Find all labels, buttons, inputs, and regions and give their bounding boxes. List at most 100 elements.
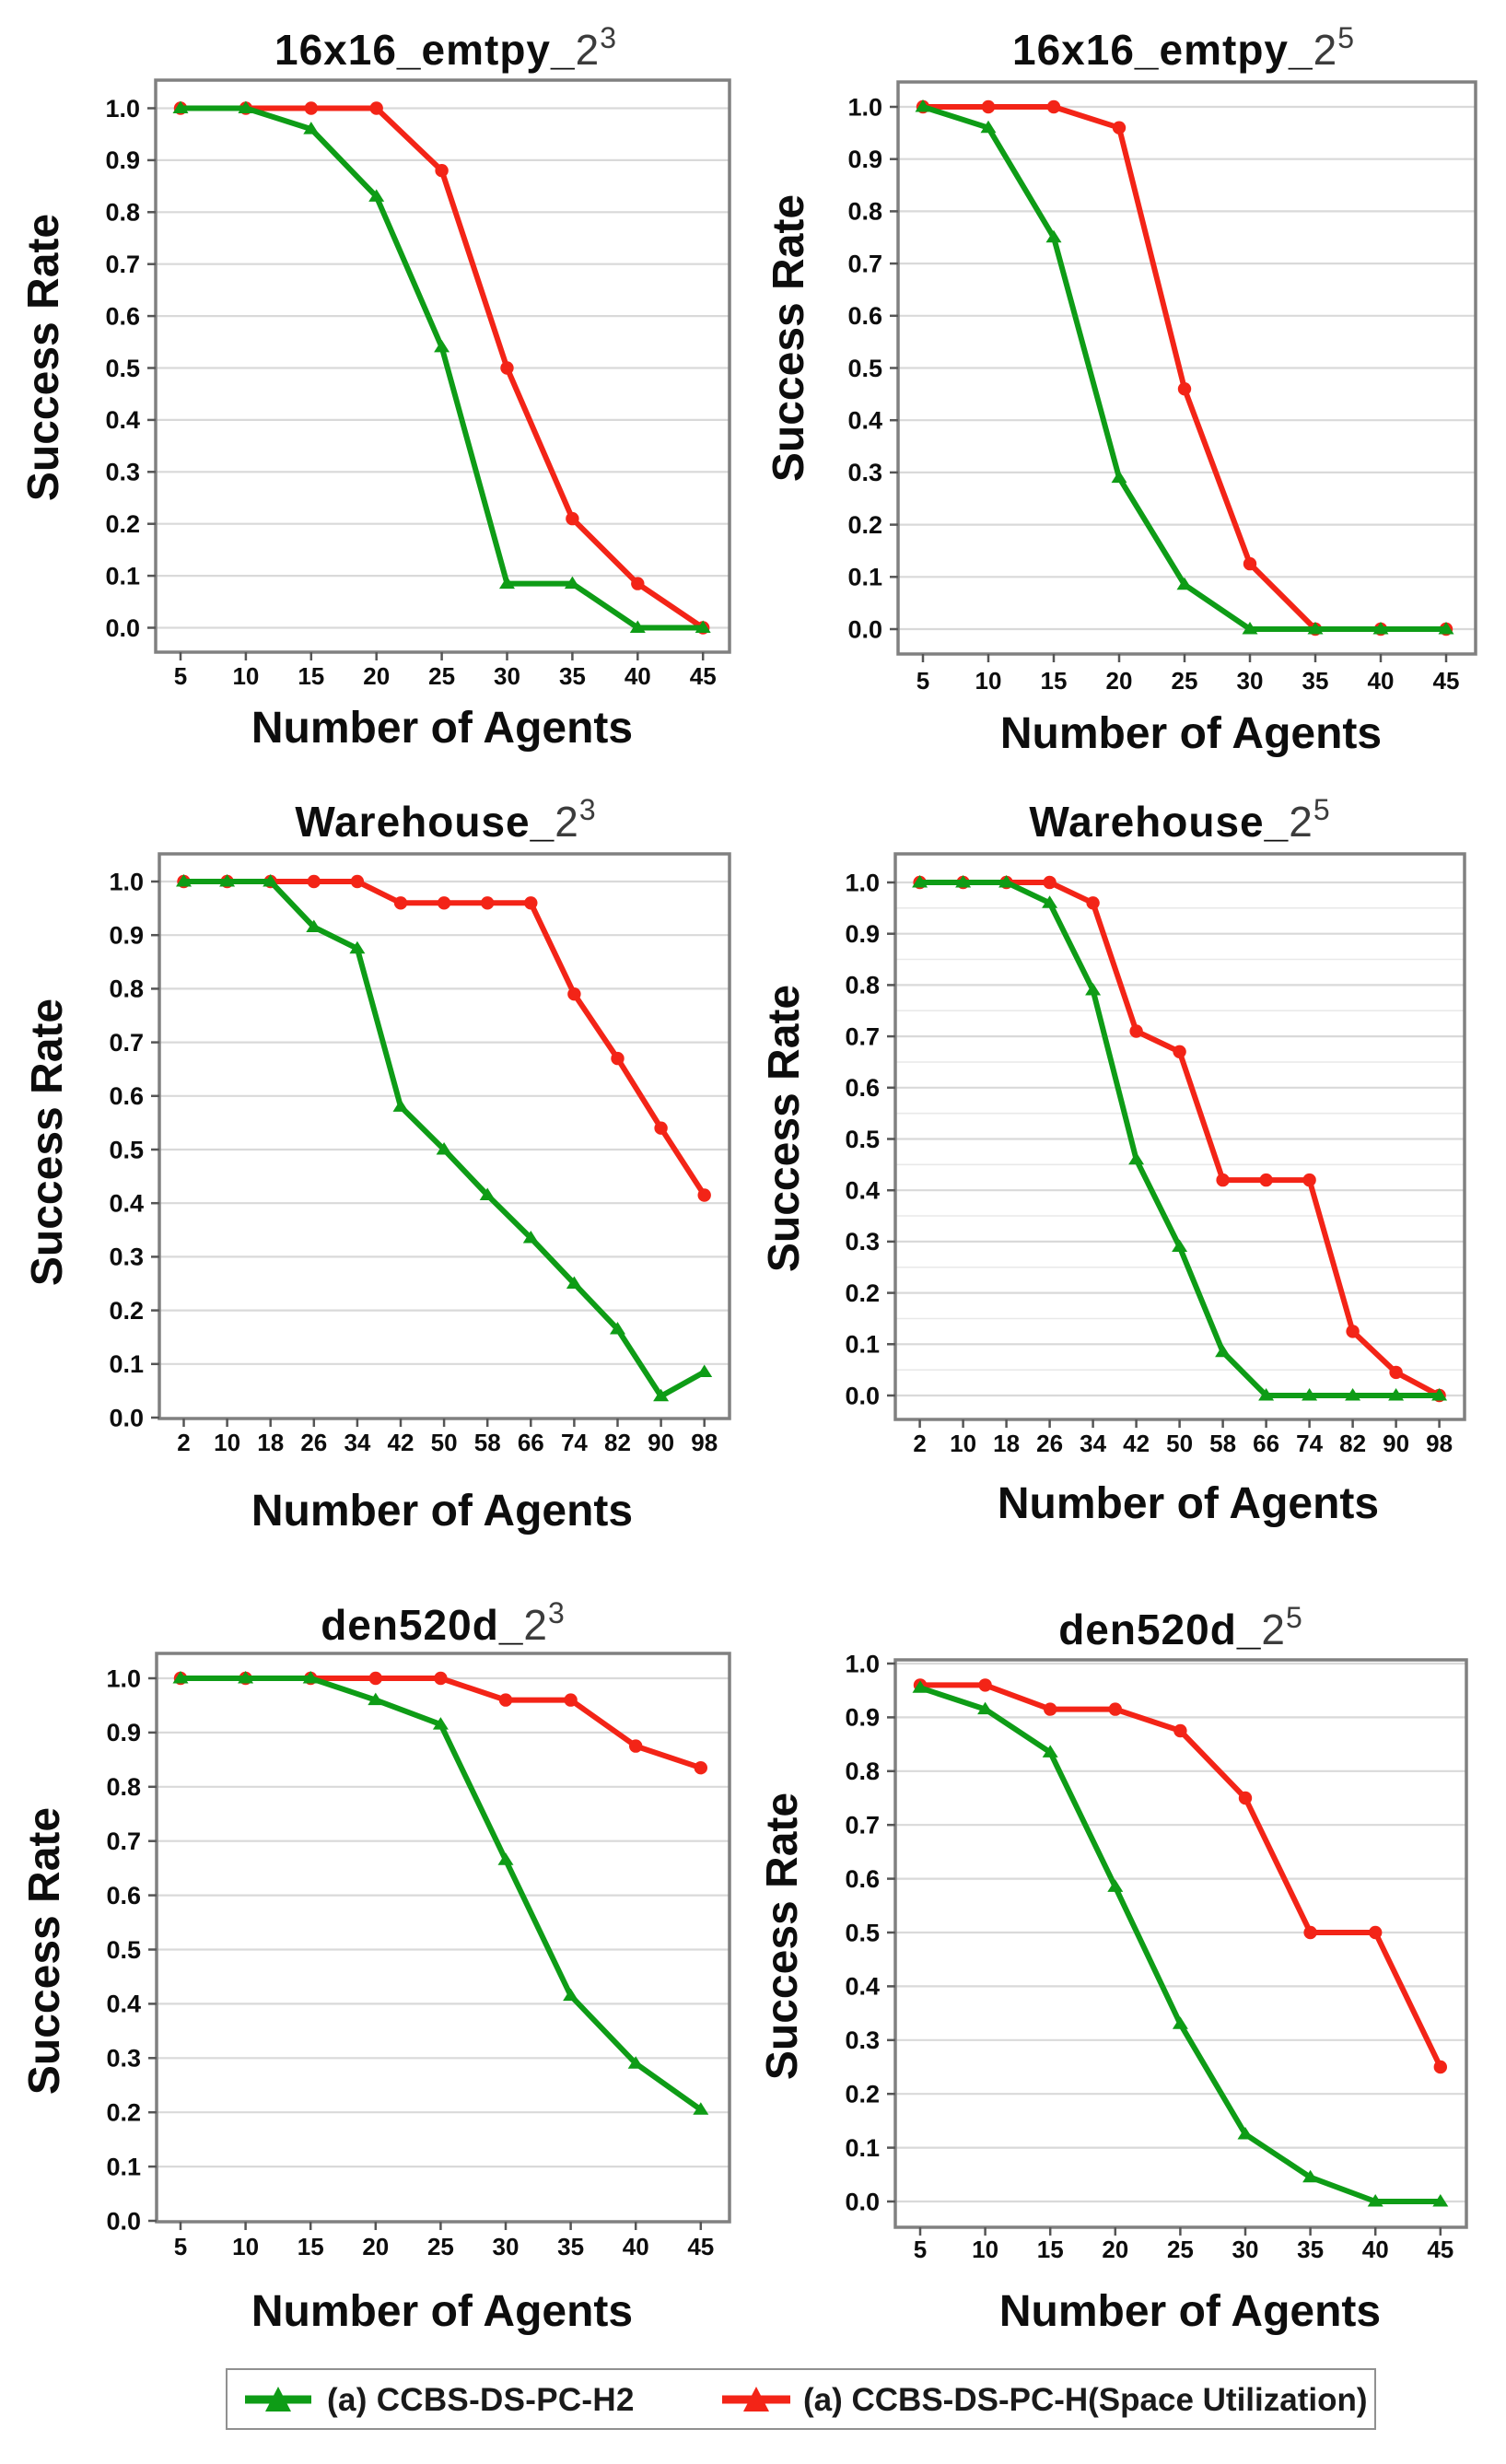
svg-text:15: 15: [298, 2233, 324, 2260]
svg-text:0.5: 0.5: [109, 1136, 144, 1163]
svg-text:Number of Agents: Number of Agents: [998, 1479, 1379, 1528]
svg-text:Number of Agents: Number of Agents: [1000, 709, 1382, 758]
svg-text:0.9: 0.9: [106, 1719, 141, 1746]
svg-text:5: 5: [174, 662, 187, 690]
svg-text:0.8: 0.8: [845, 972, 880, 999]
svg-text:90: 90: [1383, 1430, 1409, 1457]
svg-text:35: 35: [557, 2233, 584, 2260]
svg-text:0.8: 0.8: [847, 198, 882, 226]
svg-text:10: 10: [975, 667, 1002, 695]
svg-text:10: 10: [972, 2236, 998, 2263]
svg-text:Success Rate: Success Rate: [758, 1793, 807, 2080]
svg-text:0.2: 0.2: [847, 511, 882, 539]
svg-text:0.7: 0.7: [105, 251, 140, 278]
svg-text:Success Rate: Success Rate: [23, 998, 72, 1286]
svg-text:Warehouse_23: Warehouse_23: [295, 793, 596, 846]
svg-text:5: 5: [174, 2233, 187, 2260]
svg-text:50: 50: [1166, 1430, 1193, 1457]
svg-text:Number of Agents: Number of Agents: [251, 704, 633, 753]
svg-text:0.3: 0.3: [106, 2045, 141, 2073]
svg-text:74: 74: [1296, 1430, 1323, 1457]
svg-text:90: 90: [648, 1429, 674, 1456]
svg-text:den520d_25: den520d_25: [1058, 1601, 1303, 1653]
svg-text:16x16_emtpy_25: 16x16_emtpy_25: [1012, 21, 1355, 74]
svg-text:1.0: 1.0: [109, 868, 144, 895]
svg-text:40: 40: [1368, 667, 1395, 695]
svg-text:26: 26: [1036, 1430, 1063, 1457]
svg-text:0.6: 0.6: [109, 1082, 144, 1110]
svg-text:25: 25: [427, 2233, 454, 2260]
svg-text:16x16_emtpy_23: 16x16_emtpy_23: [274, 21, 617, 74]
svg-text:20: 20: [1106, 667, 1133, 695]
svg-text:0.5: 0.5: [105, 355, 140, 382]
svg-text:0.0: 0.0: [105, 614, 140, 642]
svg-text:0.4: 0.4: [845, 1973, 880, 2001]
svg-text:40: 40: [625, 662, 651, 690]
svg-text:Success Rate: Success Rate: [765, 194, 813, 482]
svg-text:(a) CCBS-DS-PC-H2: (a) CCBS-DS-PC-H2: [327, 2382, 635, 2418]
svg-text:34: 34: [1080, 1430, 1106, 1457]
svg-text:Number of Agents: Number of Agents: [251, 2287, 633, 2336]
svg-text:15: 15: [1037, 2236, 1064, 2263]
svg-text:0.4: 0.4: [105, 406, 140, 434]
svg-text:0.8: 0.8: [109, 975, 144, 1003]
svg-text:82: 82: [1339, 1430, 1366, 1457]
svg-text:1.0: 1.0: [847, 93, 882, 121]
svg-text:98: 98: [1426, 1430, 1453, 1457]
svg-text:0.3: 0.3: [845, 1228, 880, 1255]
svg-text:35: 35: [559, 662, 586, 690]
svg-text:20: 20: [363, 662, 390, 690]
svg-text:Success Rate: Success Rate: [20, 1807, 69, 2095]
svg-text:0.5: 0.5: [106, 1936, 141, 1964]
svg-text:0.2: 0.2: [845, 2081, 880, 2108]
svg-text:25: 25: [428, 662, 455, 690]
svg-text:42: 42: [1123, 1430, 1150, 1457]
svg-text:0.4: 0.4: [845, 1177, 880, 1205]
svg-text:30: 30: [1237, 667, 1264, 695]
svg-text:25: 25: [1167, 2236, 1194, 2263]
svg-text:0.6: 0.6: [106, 1882, 141, 1909]
svg-text:0.9: 0.9: [105, 146, 140, 174]
svg-text:den520d_23: den520d_23: [321, 1596, 566, 1649]
svg-text:15: 15: [1041, 667, 1068, 695]
svg-text:Success Rate: Success Rate: [760, 985, 809, 1272]
svg-text:0.8: 0.8: [106, 1773, 141, 1801]
svg-text:0.7: 0.7: [847, 250, 882, 277]
svg-text:1.0: 1.0: [845, 869, 880, 896]
svg-text:26: 26: [300, 1429, 327, 1456]
svg-text:35: 35: [1297, 2236, 1324, 2263]
svg-text:0.2: 0.2: [109, 1297, 144, 1325]
svg-text:18: 18: [257, 1429, 284, 1456]
svg-text:2: 2: [913, 1430, 926, 1457]
svg-text:(a) CCBS-DS-PC-H(Space Utiliza: (a) CCBS-DS-PC-H(Space Utilization): [803, 2382, 1368, 2418]
svg-text:0.3: 0.3: [109, 1244, 144, 1271]
svg-text:0.1: 0.1: [847, 564, 882, 591]
svg-text:0.1: 0.1: [106, 2153, 141, 2180]
svg-text:0.7: 0.7: [109, 1029, 144, 1057]
svg-text:0.7: 0.7: [845, 1022, 880, 1050]
svg-text:42: 42: [388, 1429, 414, 1456]
svg-text:0.5: 0.5: [845, 1126, 880, 1153]
svg-text:0.2: 0.2: [845, 1279, 880, 1307]
svg-text:0.7: 0.7: [106, 1828, 141, 1855]
svg-text:0.6: 0.6: [845, 1865, 880, 1893]
svg-text:0.6: 0.6: [105, 302, 140, 330]
svg-text:0.1: 0.1: [845, 1331, 880, 1359]
svg-text:45: 45: [687, 2233, 714, 2260]
svg-text:5: 5: [914, 2236, 927, 2263]
svg-text:0.5: 0.5: [847, 355, 882, 382]
svg-text:0.4: 0.4: [109, 1190, 144, 1218]
svg-text:0.0: 0.0: [847, 615, 882, 643]
svg-text:Success Rate: Success Rate: [19, 214, 68, 501]
svg-text:25: 25: [1172, 667, 1198, 695]
svg-text:0.8: 0.8: [845, 1757, 880, 1785]
svg-text:66: 66: [518, 1429, 544, 1456]
svg-text:82: 82: [604, 1429, 631, 1456]
svg-text:58: 58: [474, 1429, 501, 1456]
svg-text:45: 45: [1427, 2236, 1453, 2263]
svg-text:40: 40: [623, 2233, 649, 2260]
svg-text:10: 10: [232, 2233, 259, 2260]
svg-text:0.4: 0.4: [847, 407, 882, 435]
svg-text:0.5: 0.5: [845, 1919, 880, 1946]
svg-text:20: 20: [362, 2233, 389, 2260]
